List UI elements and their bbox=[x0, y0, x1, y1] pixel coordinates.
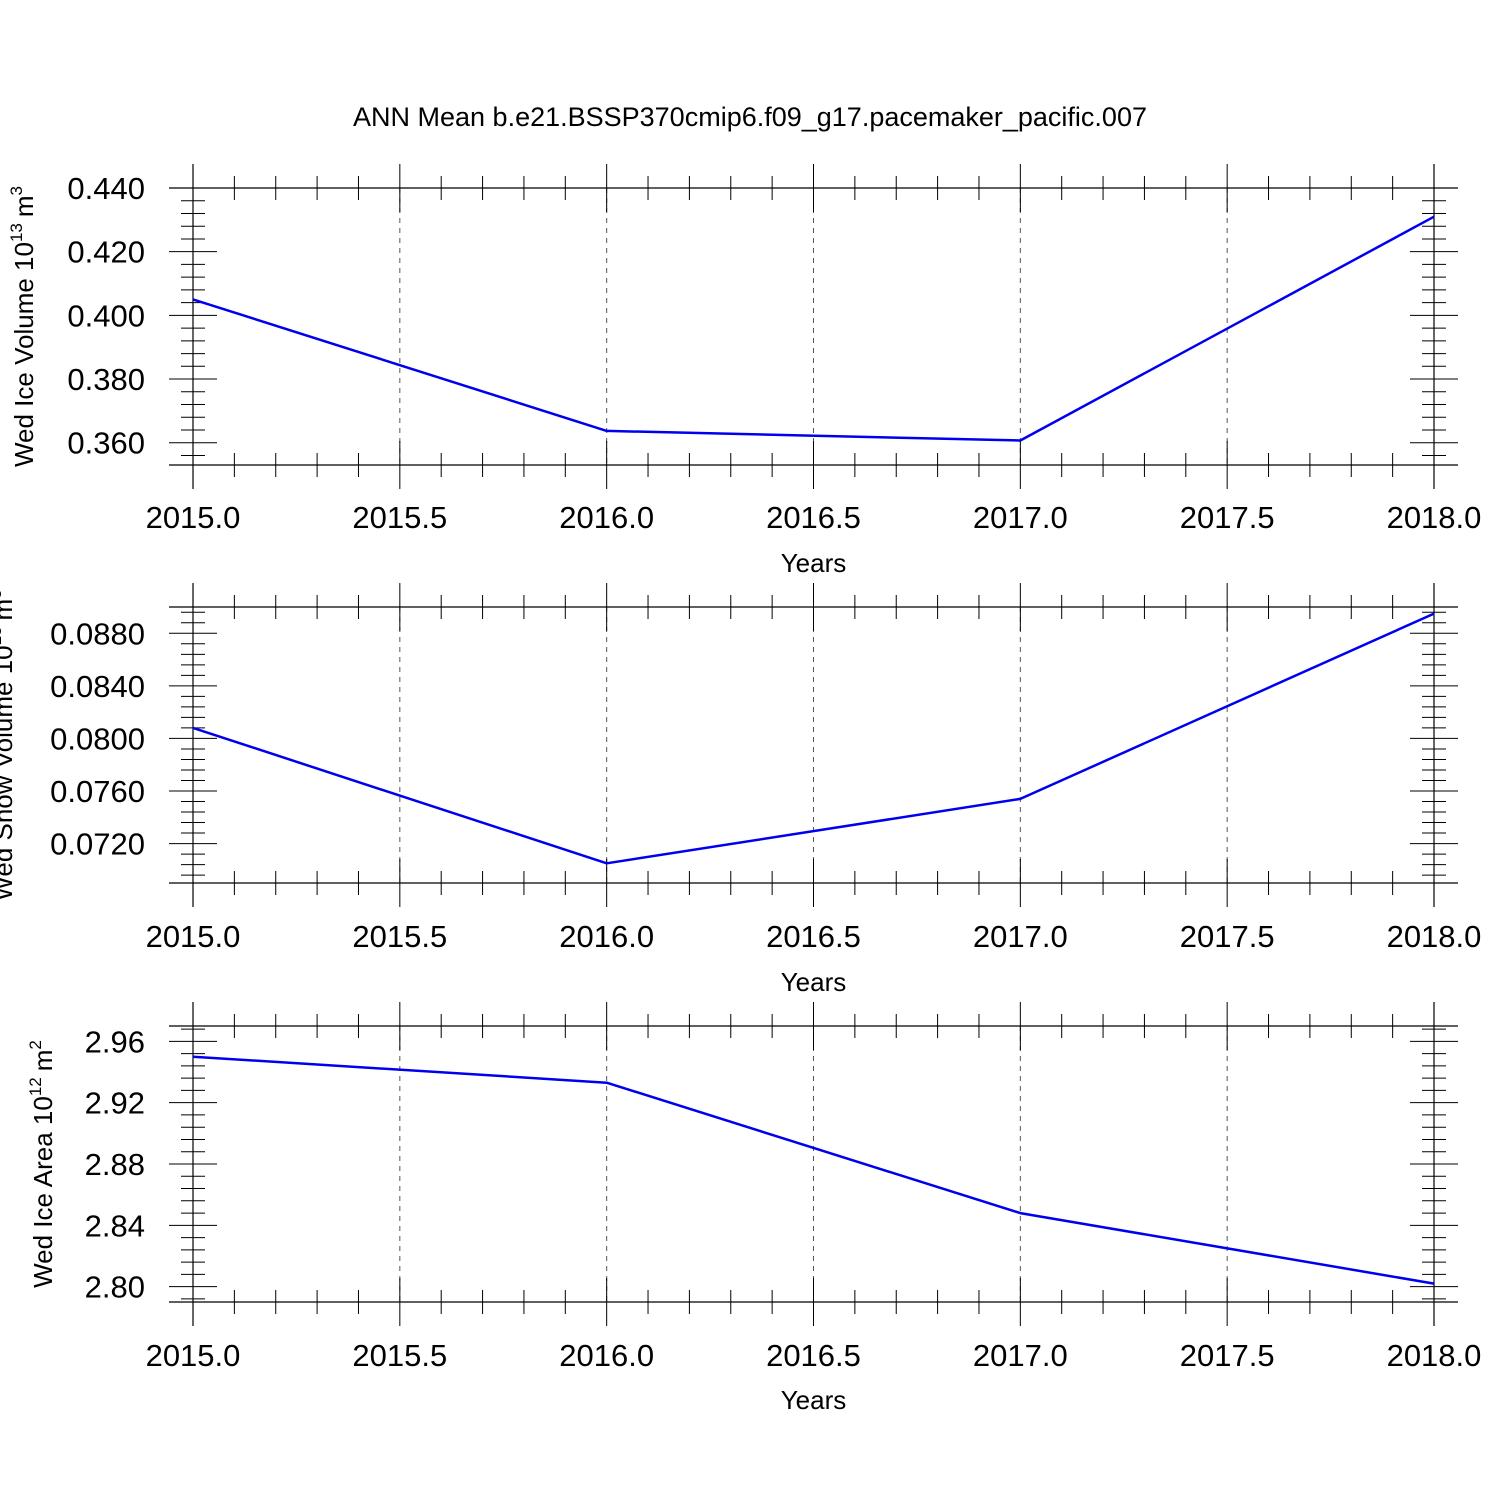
x-tick-label: 2015.0 bbox=[146, 1338, 241, 1373]
y-tick-label: 2.88 bbox=[85, 1147, 145, 1182]
x-tick-label: 2016.0 bbox=[559, 919, 654, 954]
x-tick-label: 2015.0 bbox=[146, 500, 241, 535]
y-tick-label: 2.96 bbox=[85, 1024, 145, 1059]
series-line-1 bbox=[192, 1055, 1435, 1285]
x-axis-title: Years bbox=[781, 1385, 847, 1415]
x-tick-label: 2016.5 bbox=[766, 500, 861, 535]
y-axis-title-exponent: 12 bbox=[26, 1077, 45, 1096]
chart-panel-1: 2015.0 2015.5 2016.0 2016.5 2017.0 2017.5 2018… bbox=[7, 164, 1481, 578]
y-axis-title-text: Wed Snow Volume 10 bbox=[0, 645, 18, 900]
y-tick-label: 2.92 bbox=[85, 1086, 145, 1121]
y-axis-title-unit-exponent: 3 bbox=[0, 589, 5, 598]
y-axis-title-unit: m bbox=[9, 195, 39, 217]
x-tick-label: 2017.0 bbox=[973, 919, 1068, 954]
y-axis-title-unit-exponent: 3 bbox=[7, 186, 26, 195]
x-tick-label: 2016.0 bbox=[559, 1338, 654, 1373]
x-tick-label: 2018.0 bbox=[1387, 500, 1482, 535]
x-tick-label: 2018.0 bbox=[1387, 919, 1482, 954]
chart-panel-2: 2015.0 2015.5 2016.0 2016.5 2017.0 2017.5 2018… bbox=[0, 583, 1481, 997]
x-tick-label: 2015.0 bbox=[146, 919, 241, 954]
series-line-1 bbox=[192, 612, 1435, 865]
panels: 2015.0 2015.5 2016.0 2016.5 2017.0 2017.5 2018… bbox=[0, 164, 1481, 1415]
x-tick-label: 2017.0 bbox=[973, 500, 1068, 535]
x-axis-title: Years bbox=[781, 967, 847, 997]
y-tick-label: 0.440 bbox=[67, 171, 145, 206]
y-tick-label: 0.0800 bbox=[50, 721, 145, 756]
x-tick-label: 2016.5 bbox=[766, 919, 861, 954]
x-tick-label: 2015.5 bbox=[352, 500, 447, 535]
y-axis-title-unit: m bbox=[0, 599, 18, 621]
x-tick-label: 2016.0 bbox=[559, 500, 654, 535]
y-tick-label: 0.360 bbox=[67, 426, 145, 461]
x-tick-label: 2015.5 bbox=[352, 919, 447, 954]
y-tick-label: 0.0720 bbox=[50, 827, 145, 862]
y-axis-title-exponent: 13 bbox=[0, 626, 5, 645]
y-tick-label: 0.380 bbox=[67, 362, 145, 397]
x-tick-label: 2017.5 bbox=[1180, 919, 1275, 954]
y-tick-label: 0.0880 bbox=[50, 616, 145, 651]
x-tick-label: 2016.5 bbox=[766, 1338, 861, 1373]
x-tick-label: 2018.0 bbox=[1387, 1338, 1482, 1373]
y-tick-label: 0.0760 bbox=[50, 774, 145, 809]
x-axis-title: Years bbox=[781, 548, 847, 578]
y-tick-label: 0.0840 bbox=[50, 669, 145, 704]
series-line-1 bbox=[192, 215, 1435, 442]
x-tick-label: 2017.5 bbox=[1180, 500, 1275, 535]
y-tick-label: 0.420 bbox=[67, 235, 145, 270]
chart-panel-3: 2015.0 2015.5 2016.0 2016.5 2017.0 2017.5 2018… bbox=[26, 1002, 1481, 1415]
y-axis-title-text: Wed Ice Volume 10 bbox=[9, 242, 39, 467]
y-axis-title: Wed Ice Volume 1013 m3 bbox=[7, 186, 39, 467]
figure-title: ANN Mean b.e21.BSSP370cmip6.f09_g17.pace… bbox=[353, 102, 1147, 132]
x-tick-label: 2017.0 bbox=[973, 1338, 1068, 1373]
x-tick-label: 2017.5 bbox=[1180, 1338, 1275, 1373]
y-tick-label: 2.80 bbox=[85, 1270, 145, 1305]
y-axis-title-text: Wed Ice Area 10 bbox=[28, 1096, 58, 1288]
y-axis-title-exponent: 13 bbox=[7, 223, 26, 242]
y-tick-label: 0.400 bbox=[67, 298, 145, 333]
y-axis-title: Wed Snow Volume 1013 m3 bbox=[0, 589, 18, 900]
y-axis-title: Wed Ice Area 1012 m2 bbox=[26, 1040, 58, 1288]
y-axis-title-unit-exponent: 2 bbox=[26, 1040, 45, 1049]
y-tick-label: 2.84 bbox=[85, 1208, 145, 1243]
y-axis-title-unit: m bbox=[28, 1050, 58, 1072]
x-tick-label: 2015.5 bbox=[352, 1338, 447, 1373]
